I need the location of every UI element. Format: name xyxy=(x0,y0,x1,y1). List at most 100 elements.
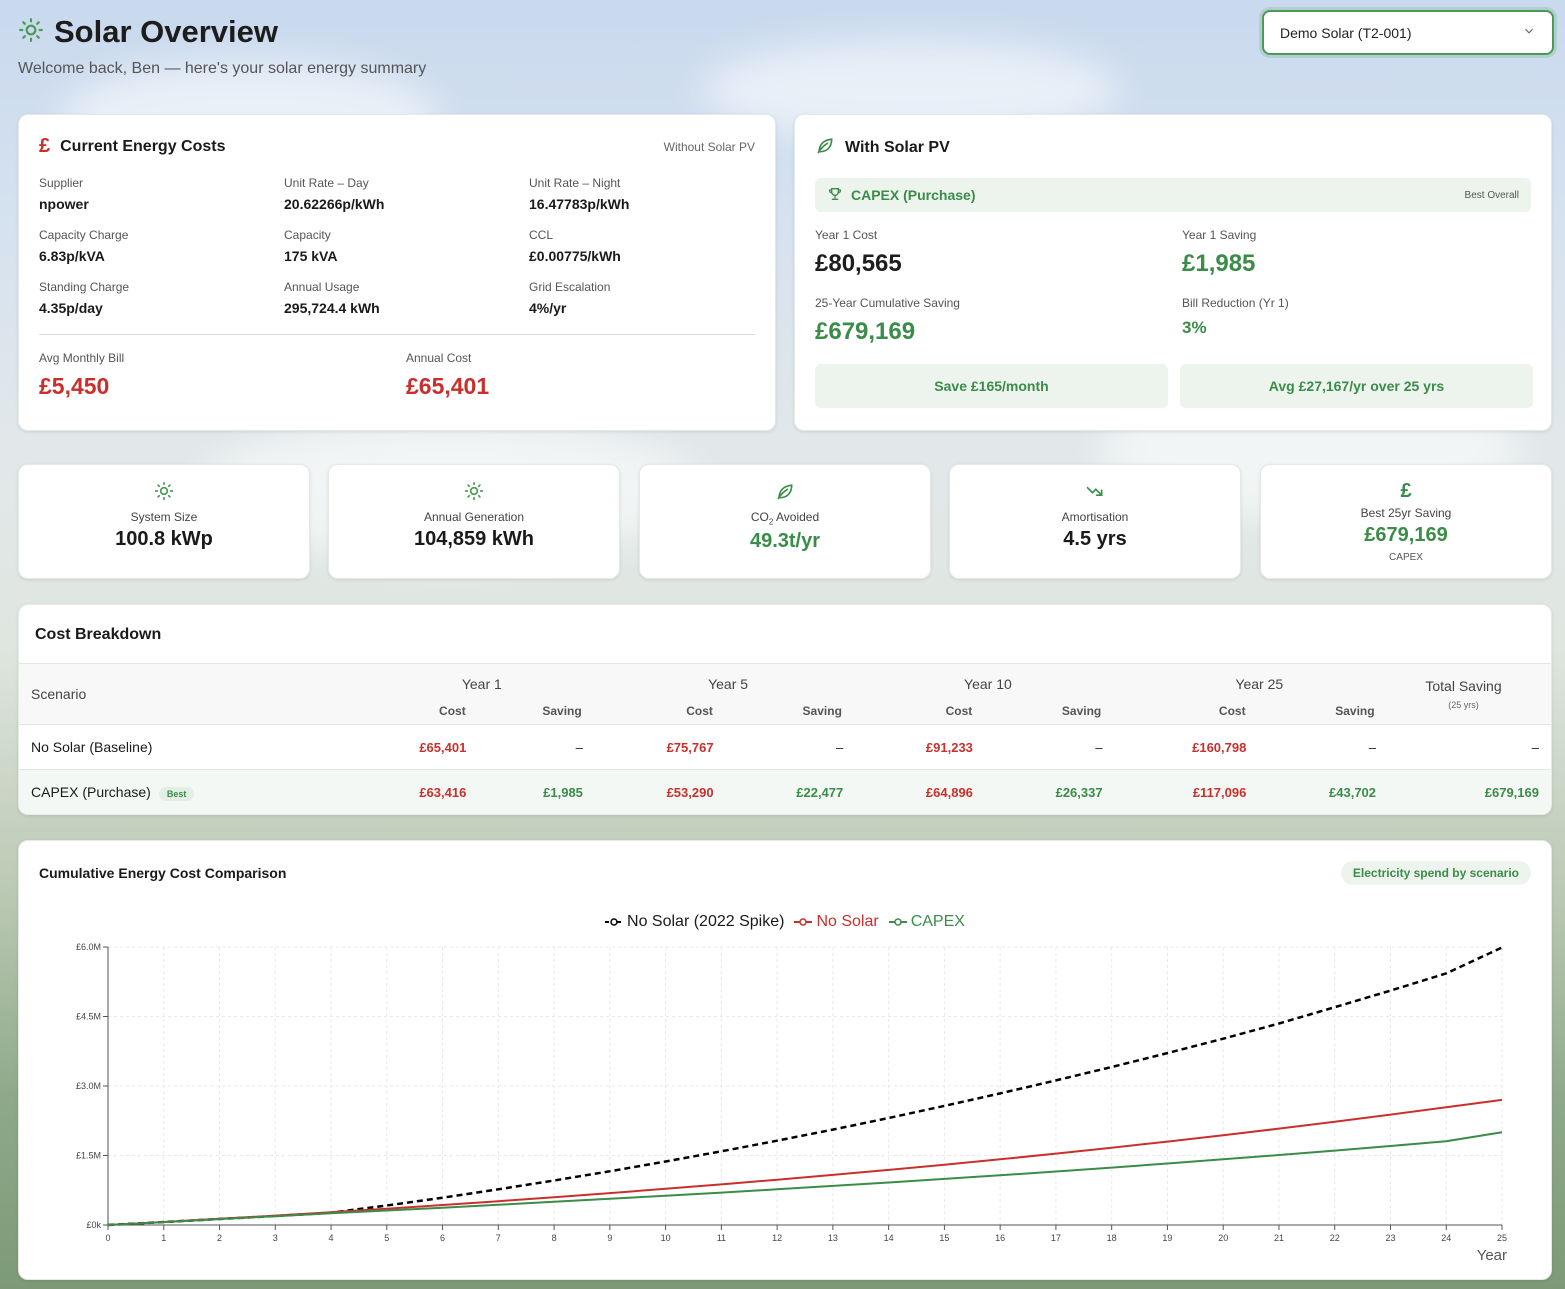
cost-subheader: Cost xyxy=(945,704,973,718)
cell: £160,798 xyxy=(1192,739,1247,755)
field-value: 4.35p/day xyxy=(39,300,103,316)
legend-item[interactable]: CAPEX xyxy=(888,913,965,931)
y-tick-label: £0k xyxy=(86,1220,101,1230)
cell: £22,477 xyxy=(796,784,844,800)
monthly-saving-pill: Save £165/month xyxy=(815,364,1168,408)
field-capacity: Capacity 175 kVA xyxy=(284,228,529,264)
bill-reduction: Bill Reduction (Yr 1) 3% xyxy=(1182,296,1532,346)
cell: £26,337 xyxy=(1055,784,1103,800)
field-unit-rate-day: Unit Rate – Day 20.62266p/kWh xyxy=(284,176,529,212)
annual-cost-value: £65,401 xyxy=(406,373,490,399)
series-line xyxy=(107,1098,1503,1226)
year25-header: Year 25 Cost Saving xyxy=(1103,664,1376,725)
legend-label: CAPEX xyxy=(910,913,965,930)
field-standing-charge: Standing Charge 4.35p/day xyxy=(39,280,284,316)
field-label: Capacity xyxy=(284,228,331,242)
kpi-value: 100.8 kWp xyxy=(115,528,213,550)
year-label: Year 1 xyxy=(461,676,502,692)
kpi-value: 49.3t/yr xyxy=(749,530,821,553)
field-label: Standing Charge xyxy=(39,280,130,294)
cell: – xyxy=(1095,739,1103,755)
year1-cost-value: £80,565 xyxy=(815,250,902,277)
kpi-label: Best 25yr Saving xyxy=(1360,506,1452,520)
best-badge: Best xyxy=(158,786,195,801)
sun-icon xyxy=(154,481,174,505)
x-tick-label: 14 xyxy=(884,1233,894,1243)
year-label: Year 5 xyxy=(708,676,749,692)
y-tick-label: £3.0M xyxy=(76,1081,101,1091)
table-row: No Solar (Baseline) £65,401 – £75,767 – … xyxy=(19,725,1551,770)
x-tick-label: 8 xyxy=(552,1233,557,1243)
field-supplier: Supplier npower xyxy=(39,176,284,212)
cumulative-saving-value: £679,169 xyxy=(815,318,916,345)
cumulative-saving-label: 25-Year Cumulative Saving xyxy=(815,296,960,310)
x-tick-label: 7 xyxy=(496,1233,501,1243)
field-annual-usage: Annual Usage 295,724.4 kWh xyxy=(284,280,529,316)
page-header: Solar Overview Welcome back, Ben — here'… xyxy=(18,14,426,78)
field-value: 175 kVA xyxy=(284,248,338,264)
x-tick-label: 3 xyxy=(273,1233,278,1243)
trending-down-icon xyxy=(1085,486,1105,505)
avg-monthly-bill-label: Avg Monthly Bill xyxy=(39,351,125,365)
cell: £117,096 xyxy=(1192,784,1247,800)
saving-subheader: Saving xyxy=(1335,704,1375,718)
scenario-name: No Solar (Baseline) xyxy=(31,739,153,755)
field-label: Annual Usage xyxy=(284,280,360,294)
field-grid-escalation: Grid Escalation 4%/yr xyxy=(529,280,757,316)
legend-label: No Solar xyxy=(816,913,879,930)
field-label: Supplier xyxy=(39,176,84,190)
site-selector[interactable]: Demo Solar (T2-001) xyxy=(1262,10,1554,55)
x-tick-label: 23 xyxy=(1385,1233,1395,1243)
divider xyxy=(39,334,755,335)
cell: £65,401 xyxy=(419,739,467,755)
kpi-label-main: CO xyxy=(750,510,769,524)
cell: £43,702 xyxy=(1329,784,1377,800)
kpi-label: Amortisation xyxy=(1061,510,1129,524)
field-value: npower xyxy=(39,196,89,212)
option-name: CAPEX (Purchase) xyxy=(851,187,976,203)
chart-title: Cumulative Energy Cost Comparison xyxy=(39,865,287,881)
page-title: Solar Overview xyxy=(54,14,279,49)
x-tick-label: 9 xyxy=(607,1233,612,1243)
field-label: Grid Escalation xyxy=(529,280,611,294)
scenario-name: CAPEX (Purchase) xyxy=(31,783,151,800)
saving-subheader: Saving xyxy=(802,704,842,718)
x-tick-label: 21 xyxy=(1274,1233,1284,1243)
series-line xyxy=(107,1131,1503,1226)
scenario-header: Scenario xyxy=(31,686,87,702)
chart-legend: No Solar (2022 Spike) No Solar CAPEX xyxy=(19,913,1551,931)
legend-item[interactable]: No Solar (2022 Spike) xyxy=(605,913,784,931)
total-saving-header: Total Saving (25 yrs) xyxy=(1376,664,1551,725)
y-tick-label: £6.0M xyxy=(76,942,101,952)
cell: £63,416 xyxy=(419,784,467,800)
cumulative-saving: 25-Year Cumulative Saving £679,169 xyxy=(815,296,1182,346)
kpi-annual-generation: Annual Generation 104,859 kWh xyxy=(328,464,620,579)
x-tick-label: 1 xyxy=(161,1233,166,1243)
legend-item[interactable]: No Solar xyxy=(794,913,879,931)
x-tick-label: 0 xyxy=(105,1233,110,1243)
x-tick-label: 25 xyxy=(1497,1233,1507,1243)
best-overall-badge: Best Overall xyxy=(1464,189,1519,201)
card-title: Current Energy Costs xyxy=(60,137,226,155)
cost-subheader: Cost xyxy=(686,704,713,718)
x-tick-label: 20 xyxy=(1218,1233,1228,1243)
field-label: Capacity Charge xyxy=(39,228,129,242)
cell: £1,985 xyxy=(543,784,583,800)
leaf-icon xyxy=(775,484,795,505)
cost-subheader: Cost xyxy=(1218,704,1246,718)
kpi-co2-avoided: CO2 Avoided 49.3t/yr xyxy=(639,464,931,579)
avg-monthly-bill: Avg Monthly Bill £5,450 xyxy=(39,351,406,400)
year1-cost: Year 1 Cost £80,565 xyxy=(815,228,1182,278)
scenario-cell: CAPEX (Purchase) Best xyxy=(19,770,351,815)
x-tick-label: 13 xyxy=(828,1233,838,1243)
current-energy-costs-card: £ Current Energy Costs Without Solar PV … xyxy=(18,114,776,431)
x-tick-label: 10 xyxy=(661,1233,671,1243)
year1-saving-value: £1,985 xyxy=(1182,250,1256,277)
x-tick-label: 5 xyxy=(384,1233,389,1243)
card-title: With Solar PV xyxy=(845,138,950,156)
cell: £75,767 xyxy=(666,739,714,755)
annual-cost-label: Annual Cost xyxy=(406,351,472,365)
field-value: 20.62266p/kWh xyxy=(284,196,385,212)
field-ccl: CCL £0.00775/kWh xyxy=(529,228,757,264)
x-tick-label: 2 xyxy=(217,1233,222,1243)
